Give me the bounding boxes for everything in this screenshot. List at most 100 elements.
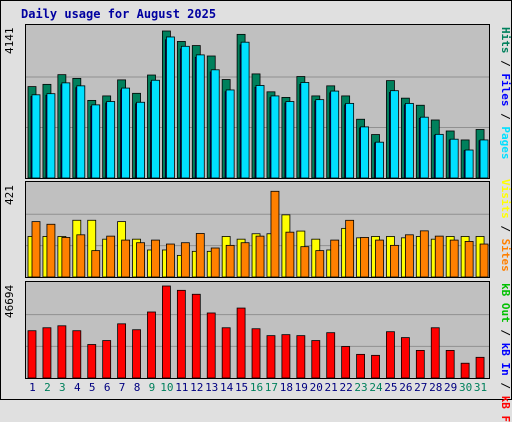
hits-files-pages-plot	[26, 30, 489, 179]
sites-bar	[76, 234, 86, 278]
pages-bar	[345, 102, 355, 179]
top-max-label: 4141	[3, 28, 16, 55]
day-axis: 1 2 3 4 5 6 7 8 9 10 11 12 13 14 15 16 17 18 19 20 21 22 23 24 2…	[25, 381, 490, 397]
sites-bar	[225, 244, 235, 278]
pages-bar	[360, 126, 369, 179]
day-tick-label: 13	[205, 381, 219, 394]
kbf-bar	[42, 327, 52, 379]
sites-bar	[240, 242, 250, 278]
kbf-bar	[236, 307, 246, 379]
kbf-bar	[311, 340, 321, 379]
sites-bar	[434, 235, 444, 278]
sites-bar	[300, 246, 310, 278]
visits-sites-plot	[26, 190, 489, 278]
kbf-bar	[371, 354, 380, 379]
pages-bar	[225, 89, 235, 179]
legend-pages: Pages	[499, 126, 512, 160]
sites-bar	[330, 239, 340, 278]
kbf-bar	[206, 312, 216, 379]
day-tick-label: 2	[44, 381, 51, 394]
middle-legend: Visits / Sites	[494, 179, 512, 272]
kbf-bar	[326, 332, 336, 379]
kbf-bar	[296, 335, 306, 379]
kbf-bar	[87, 344, 97, 379]
day-tick-label: 24	[369, 381, 383, 394]
pages-bar	[195, 54, 205, 179]
day-tick-label: 20	[309, 381, 323, 394]
pages-bar	[210, 69, 220, 179]
kbf-bar	[132, 329, 141, 379]
legend-files: Files	[499, 73, 512, 107]
legend-sep-5: /	[499, 375, 512, 396]
day-tick-label: 31	[473, 381, 488, 394]
day-tick-label: 12	[190, 381, 204, 394]
sites-bar	[419, 230, 429, 278]
day-tick-label: 19	[294, 381, 308, 394]
kbf-bar	[251, 328, 261, 379]
day-tick-label: 14	[220, 381, 234, 394]
pages-bar	[375, 141, 384, 179]
bottom-max-label: 46694	[3, 285, 16, 319]
kbf-bar	[356, 353, 365, 379]
pages-bar	[91, 104, 101, 179]
kbf-bar	[57, 325, 67, 379]
pages-bar	[270, 95, 280, 179]
pages-bar	[76, 85, 86, 179]
pages-bar	[136, 101, 145, 179]
kbf-bar	[475, 356, 485, 379]
top-legend: Hits / Files / Pages	[494, 27, 512, 160]
day-tick-label: 25	[384, 381, 398, 394]
kbf-bar	[415, 350, 425, 379]
sites-bar	[210, 247, 220, 278]
pages-bar	[419, 116, 429, 179]
day-tick-label: 28	[429, 381, 443, 394]
pages-bar	[121, 87, 131, 179]
sites-bar	[151, 239, 160, 278]
sites-bar	[136, 242, 145, 278]
day-tick-label: 10	[160, 381, 174, 394]
pages-bar	[449, 138, 459, 179]
sites-bar	[106, 235, 116, 278]
day-tick-label: 16	[249, 381, 264, 394]
kbf-bar	[102, 340, 112, 379]
legend-sep-1: /	[499, 53, 512, 74]
day-tick-label: 18	[279, 381, 293, 394]
kbf-bar	[266, 335, 276, 379]
sites-bar	[61, 237, 71, 278]
hits-files-pages-panel	[25, 24, 490, 179]
visits-sites-panel	[25, 181, 490, 278]
legend-sep-4: /	[499, 322, 512, 343]
legend-sep-2: /	[499, 106, 512, 127]
day-tick-label: 7	[118, 381, 126, 394]
legend-sites: Sites	[499, 238, 512, 272]
kbf-bar	[117, 323, 127, 379]
sites-bar	[121, 239, 131, 278]
sites-bar	[166, 243, 175, 278]
sites-bar	[46, 223, 56, 278]
sites-bar	[270, 190, 280, 278]
sites-bar	[91, 250, 101, 278]
legend-hits: Hits	[499, 27, 512, 54]
day-tick-label: 1	[29, 381, 36, 394]
kbf-bar	[147, 311, 156, 379]
day-tick-label: 30	[458, 381, 473, 394]
pages-bar	[390, 90, 399, 179]
day-tick-label: 26	[399, 381, 413, 394]
legend-visits: Visits	[499, 179, 512, 219]
day-tick-label: 17	[264, 381, 279, 394]
sites-bar	[390, 244, 399, 278]
middle-max-label: 421	[3, 185, 16, 205]
sites-bar	[31, 221, 41, 278]
sites-bar	[404, 234, 414, 278]
pages-bar	[330, 90, 340, 179]
kbf-bar	[281, 334, 291, 379]
day-tick-label: 6	[103, 381, 111, 394]
pages-bar	[151, 79, 160, 179]
sites-bar	[255, 235, 265, 278]
day-tick-label: 4	[73, 381, 81, 394]
legend-kbin: kB In	[499, 342, 512, 376]
kbf-bar	[445, 350, 455, 379]
sites-bar	[195, 233, 205, 278]
pages-bar	[300, 82, 310, 179]
